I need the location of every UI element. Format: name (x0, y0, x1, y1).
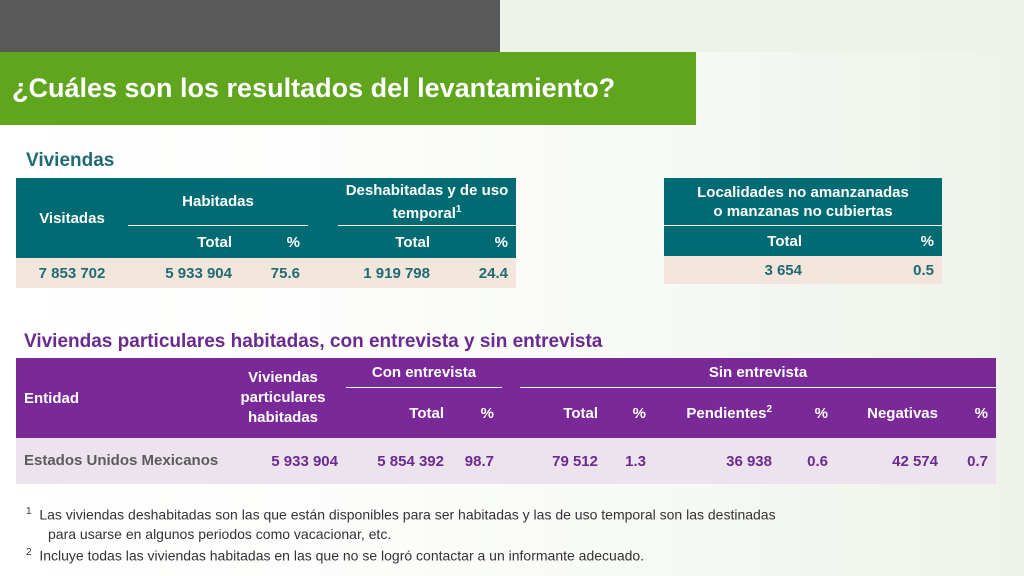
sin-pct-header: % (606, 388, 654, 438)
viviendas-value: 5 933 904 (220, 438, 346, 484)
top-dark-band (0, 0, 500, 52)
spacer-header (308, 178, 338, 258)
entidad-header: Entidad (16, 358, 220, 438)
con-entrevista-header: Con entrevista (346, 358, 502, 388)
localidades-total-header: Total (664, 226, 810, 256)
spacer-header-2 (502, 358, 520, 438)
con-pct-value: 98.7 (452, 438, 502, 484)
localidades-header: Localidades no amanzanadas o manzanas no… (664, 178, 942, 226)
page-title: ¿Cuáles son los resultados del levantami… (0, 52, 696, 125)
top-light-band (500, 0, 1024, 52)
con-total-header: Total (346, 388, 452, 438)
habitadas-pct-value: 75.6 (240, 258, 308, 288)
viviendas-header: Viviendas particulares habitadas (220, 358, 346, 438)
sin-pct-value: 1.3 (606, 438, 654, 484)
pendientes-pct-header: % (780, 388, 836, 438)
sin-entrevista-header: Sin entrevista (520, 358, 996, 388)
visitadas-value: 7 853 702 (16, 258, 128, 288)
con-total-value: 5 854 392 (346, 438, 452, 484)
sin-total-header: Total (520, 388, 606, 438)
deshabitadas-pct-value: 24.4 (438, 258, 516, 288)
localidades-pct-header: % (810, 226, 942, 256)
pendientes-value: 36 938 (654, 438, 780, 484)
negativas-pct-header: % (946, 388, 996, 438)
habitadas-total-value: 5 933 904 (128, 258, 240, 288)
entidad-value: Estados Unidos Mexicanos (16, 438, 220, 484)
particulares-section-title: Viviendas particulares habitadas, con en… (24, 331, 603, 352)
deshabitadas-total-header: Total (338, 226, 438, 258)
sin-total-value: 79 512 (520, 438, 606, 484)
negativas-pct-value: 0.7 (946, 438, 996, 484)
habitadas-total-header: Total (128, 226, 240, 258)
negativas-header: Negativas (836, 388, 946, 438)
pendientes-header: Pendientes2 (654, 388, 780, 438)
localidades-pct-value: 0.5 (810, 256, 942, 284)
footnote-1: 1 Las viviendas deshabitadas son las que… (26, 506, 776, 542)
negativas-value: 42 574 (836, 438, 946, 484)
visitadas-header: Visitadas (16, 178, 128, 258)
spacer-cell (308, 258, 338, 288)
con-pct-header: % (452, 388, 502, 438)
localidades-total-value: 3 654 (664, 256, 810, 284)
deshabitadas-header: Deshabitadas y de uso temporal1 (338, 178, 516, 226)
pendientes-pct-value: 0.6 (780, 438, 836, 484)
habitadas-pct-header: % (240, 226, 308, 258)
deshabitadas-pct-header: % (438, 226, 516, 258)
habitadas-header: Habitadas (128, 178, 308, 226)
footnote-2: 2 Incluye todas las viviendas habitadas … (26, 547, 645, 564)
spacer-cell-2 (502, 438, 520, 484)
deshabitadas-total-value: 1 919 798 (338, 258, 438, 288)
viviendas-section-title: Viviendas (26, 150, 115, 171)
